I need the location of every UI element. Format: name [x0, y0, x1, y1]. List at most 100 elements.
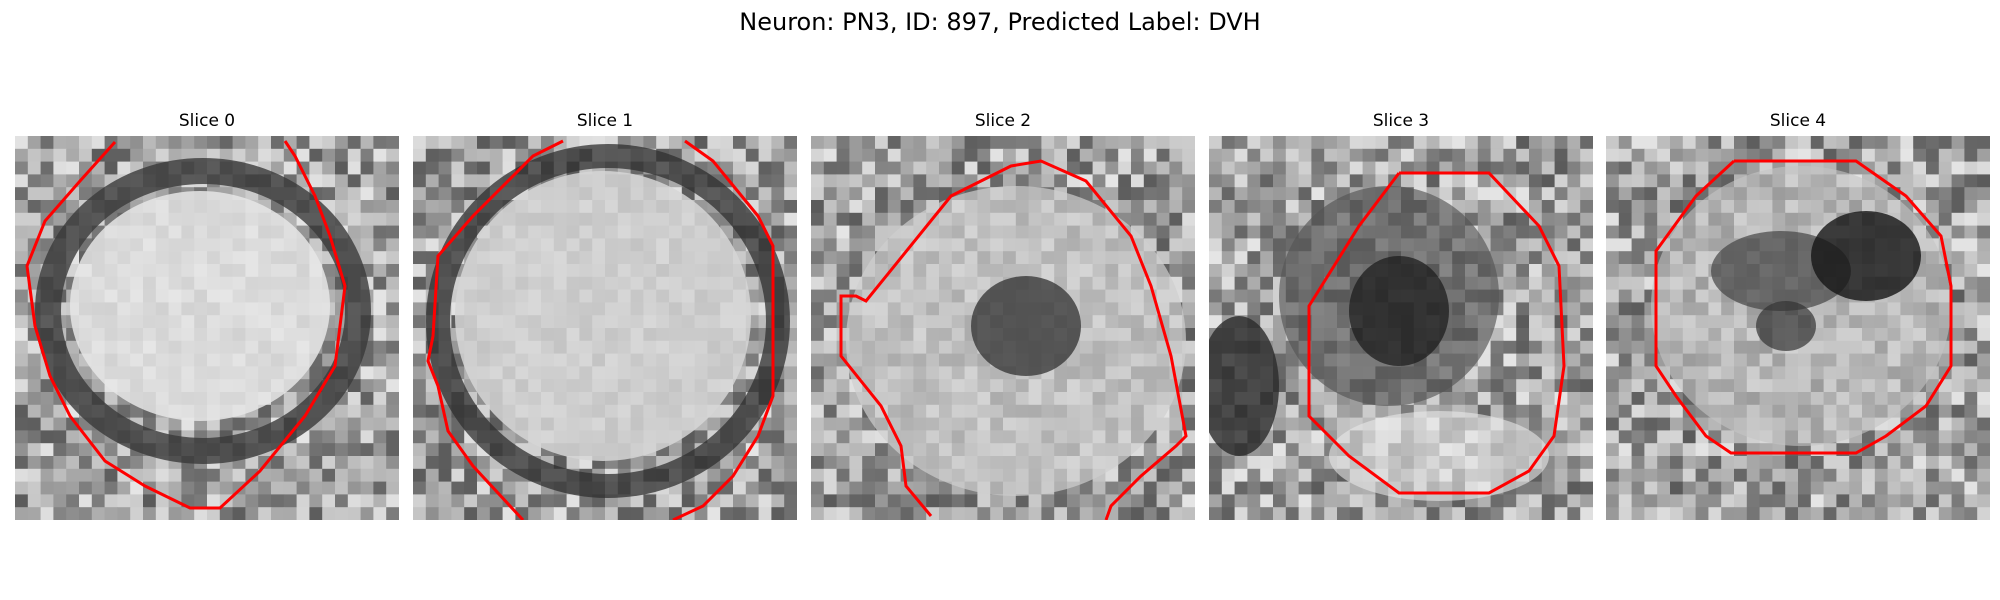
noise-pixel [1862, 136, 1875, 149]
noise-pixel [156, 507, 169, 520]
noise-pixel [451, 187, 464, 200]
noise-pixel [1555, 507, 1568, 520]
noise-pixel [1273, 443, 1286, 456]
noise-pixel [1964, 443, 1977, 456]
noise-pixel [1337, 405, 1350, 418]
noise-pixel [1016, 149, 1029, 162]
noise-pixel [1169, 507, 1182, 520]
noise-pixel [451, 469, 464, 482]
noise-pixel [284, 469, 297, 482]
noise-pixel [1849, 494, 1862, 507]
noise-pixel [284, 443, 297, 456]
noise-pixel [1182, 405, 1195, 418]
noise-pixel [1926, 507, 1939, 520]
noise-pixel [413, 187, 426, 200]
noise-pixel [1580, 366, 1593, 379]
noise-pixel [1824, 494, 1837, 507]
noise-pixel [1542, 162, 1555, 175]
noise-pixel [1964, 456, 1977, 469]
noise-pixel [1439, 149, 1452, 162]
noise-pixel [1619, 213, 1632, 226]
noise-pixel [322, 482, 335, 495]
noise-pixel [1286, 200, 1299, 213]
noise-pixel [1619, 482, 1632, 495]
slice-0-svg [15, 136, 399, 520]
noise-pixel [1567, 200, 1580, 213]
noise-pixel [28, 264, 41, 277]
noise-pixel [1952, 238, 1965, 251]
noise-pixel [811, 494, 824, 507]
noise-pixel [1977, 430, 1990, 443]
noise-pixel [426, 174, 439, 187]
noise-pixel [1939, 187, 1952, 200]
figure-title: Neuron: PN3, ID: 897, Predicted Label: D… [0, 8, 2000, 36]
noise-pixel [875, 200, 888, 213]
noise-pixel [1670, 187, 1683, 200]
noise-pixel [1606, 507, 1619, 520]
noise-pixel [1734, 494, 1747, 507]
noise-pixel [1632, 302, 1645, 315]
noise-pixel [245, 507, 258, 520]
noise-pixel [1478, 200, 1491, 213]
noise-pixel [837, 430, 850, 443]
noise-pixel [426, 430, 439, 443]
noise-pixel [1580, 290, 1593, 303]
noise-pixel [1529, 354, 1542, 367]
noise-pixel [413, 315, 426, 328]
noise-pixel [1452, 149, 1465, 162]
noise-pixel [361, 392, 374, 405]
noise-pixel [1054, 149, 1067, 162]
noise-pixel [297, 469, 310, 482]
noise-pixel [1363, 149, 1376, 162]
noise-pixel [1350, 162, 1363, 175]
noise-pixel [1657, 200, 1670, 213]
noise-pixel [426, 213, 439, 226]
noise-pixel [1235, 174, 1248, 187]
noise-pixel [1977, 354, 1990, 367]
noise-pixel [194, 494, 207, 507]
noise-pixel [1606, 187, 1619, 200]
noise-pixel [952, 149, 965, 162]
noise-pixel [1619, 136, 1632, 149]
noise-pixel [1182, 507, 1195, 520]
noise-pixel [784, 174, 797, 187]
noise-pixel [1529, 418, 1542, 431]
noise-pixel [66, 507, 79, 520]
noise-pixel [1567, 507, 1580, 520]
noise-pixel [1977, 174, 1990, 187]
noise-pixel [1478, 174, 1491, 187]
noise-pixel [1619, 392, 1632, 405]
noise-pixel [1824, 507, 1837, 520]
noise-pixel [939, 162, 952, 175]
noise-pixel [439, 149, 452, 162]
noise-pixel [53, 507, 66, 520]
noise-pixel [1888, 443, 1901, 456]
noise-pixel [1619, 315, 1632, 328]
noise-pixel [1606, 392, 1619, 405]
noise-pixel [913, 482, 926, 495]
noise-pixel [811, 162, 824, 175]
noise-pixel [15, 469, 28, 482]
noise-pixel [1260, 290, 1273, 303]
noise-pixel [258, 494, 271, 507]
noise-pixel [824, 290, 837, 303]
noise-pixel [271, 405, 284, 418]
noise-pixel [1632, 328, 1645, 341]
noise-pixel [322, 456, 335, 469]
noise-pixel [117, 149, 130, 162]
noise-pixel [1247, 302, 1260, 315]
noise-pixel [1118, 149, 1131, 162]
noise-pixel [1977, 328, 1990, 341]
noise-pixel [1798, 482, 1811, 495]
noise-pixel [1900, 494, 1913, 507]
noise-pixel [335, 200, 348, 213]
noise-pixel [977, 507, 990, 520]
noise-pixel [1964, 418, 1977, 431]
noise-pixel [733, 482, 746, 495]
noise-pixel [284, 162, 297, 175]
noise-pixel [361, 213, 374, 226]
noise-pixel [1580, 354, 1593, 367]
noise-pixel [335, 136, 348, 149]
noise-pixel [348, 494, 361, 507]
noise-pixel [1824, 443, 1837, 456]
